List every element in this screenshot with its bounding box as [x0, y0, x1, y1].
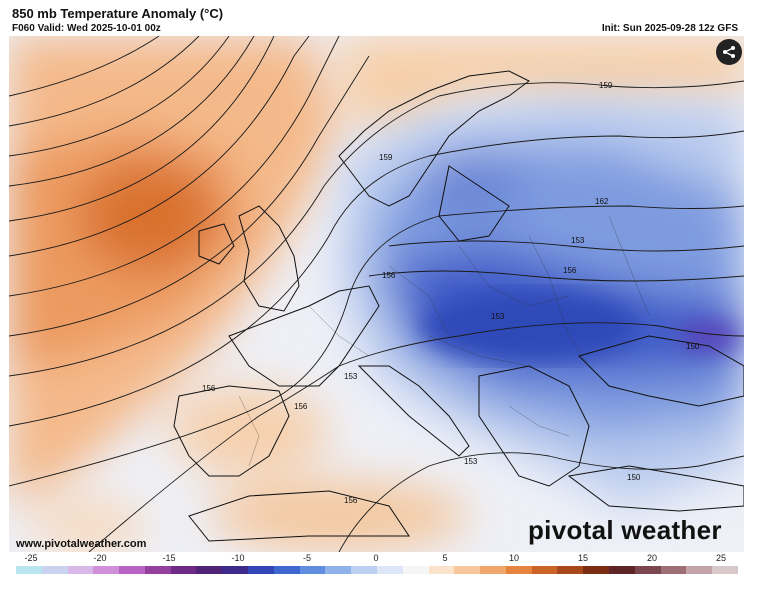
colorbar-swatch	[16, 566, 42, 574]
colorbar-tick: 0	[373, 553, 379, 563]
colorbar-swatch	[196, 566, 223, 574]
contour-label: 156	[202, 384, 216, 393]
colorbar-swatch	[299, 566, 326, 574]
colorbar-swatch	[41, 566, 68, 574]
colorbar-swatch	[144, 566, 171, 574]
contour-label: 153	[571, 236, 585, 245]
colorbar-swatch	[428, 566, 455, 574]
colorbar-swatch	[712, 566, 738, 574]
share-icon	[723, 46, 735, 58]
colorbar-tick: -25	[24, 553, 38, 563]
colorbar-tick: -5	[302, 553, 312, 563]
colorbar-tick: 5	[442, 553, 448, 563]
colorbar	[16, 566, 738, 574]
colorbar-swatch	[557, 566, 584, 574]
colorbar-tick: 25	[715, 553, 727, 563]
colorbar-swatch	[583, 566, 609, 574]
colorbar-swatch	[480, 566, 506, 574]
colorbar-tick: 15	[577, 553, 589, 563]
colorbar-swatch	[634, 566, 661, 574]
colorbar-tick: 20	[646, 553, 658, 563]
colorbar-swatch	[686, 566, 713, 574]
colorbar-tick: -15	[162, 553, 176, 563]
colorbar-swatch	[170, 566, 197, 574]
brand-logo: pivotal weather	[528, 515, 722, 545]
colorbar-swatch	[119, 566, 145, 574]
map-canvas: 159 159 162 153 156 156 153 150 156 153 …	[9, 36, 744, 552]
contour-label: 156	[382, 271, 396, 280]
website-link[interactable]: www.pivotalweather.com	[16, 538, 147, 550]
colorbar-tick: -20	[93, 553, 107, 563]
contour-label: 153	[464, 457, 478, 466]
contour-label: 150	[627, 473, 641, 482]
share-button[interactable]	[716, 39, 742, 65]
contour-labels: 159 159 162 153 156 156 153 150 156 153 …	[202, 81, 700, 505]
colorbar-swatch	[531, 566, 558, 574]
colorbar-swatch	[376, 566, 403, 574]
colorbar-swatch	[273, 566, 300, 574]
colorbar-swatch	[454, 566, 481, 574]
init-time: Init: Sun 2025-09-28 12z GFS	[601, 23, 738, 34]
warm-anomaly-field	[9, 36, 744, 551]
colorbar-swatch	[608, 566, 635, 574]
colorbar-tick: 10	[508, 553, 520, 563]
colorbar-swatch	[222, 566, 249, 574]
anomaly-map[interactable]: 159 159 162 153 156 156 153 150 156 153 …	[9, 36, 744, 552]
contour-label: 159	[379, 153, 393, 162]
colorbar-swatch	[660, 566, 687, 574]
colorbar-swatch	[505, 566, 532, 574]
contour-label: 156	[344, 496, 358, 505]
colorbar-swatch	[93, 566, 120, 574]
colorbar-swatch	[402, 566, 429, 574]
colorbar-swatch	[351, 566, 377, 574]
borders	[238, 215, 650, 467]
colorbar-ticks: -25 -20 -15 -10 -5 0 5 10 15 20 25	[0, 553, 760, 567]
contour-label: 150	[686, 342, 700, 351]
contour-label: 156	[563, 266, 577, 275]
height-contours	[9, 36, 744, 552]
colorbar-swatch	[248, 566, 274, 574]
map-title: 850 mb Temperature Anomaly (°C)	[12, 6, 224, 21]
valid-time: F060 Valid: Wed 2025-10-01 00z	[12, 23, 161, 34]
contour-label: 159	[599, 81, 613, 90]
contour-label: 153	[344, 372, 358, 381]
colorbar-swatch	[67, 566, 94, 574]
contour-label: 162	[595, 197, 609, 206]
colorbar-tick: -10	[231, 553, 245, 563]
contour-label: 153	[491, 312, 505, 321]
colorbar-swatch	[325, 566, 352, 574]
contour-label: 156	[294, 402, 308, 411]
